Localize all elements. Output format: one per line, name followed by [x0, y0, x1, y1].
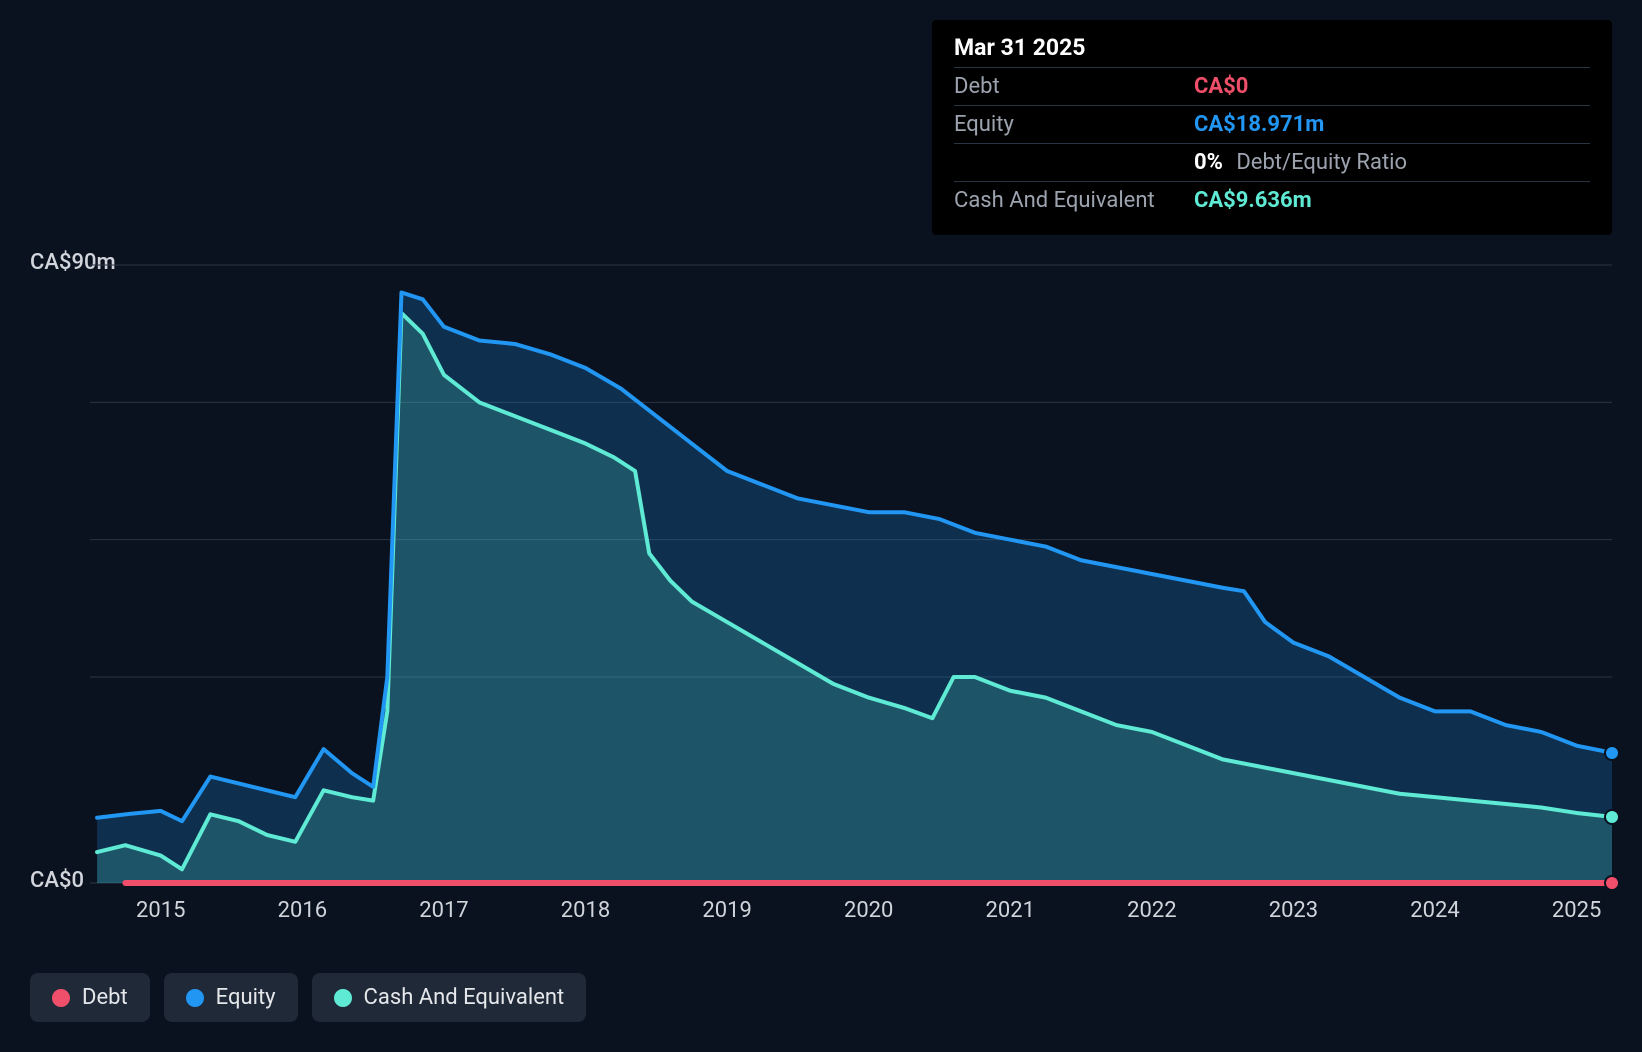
series-end-marker-debt [1604, 875, 1620, 891]
legend-label: Equity [216, 985, 276, 1010]
chart-container: CA$90m CA$0 2015201620172018201920202021… [0, 0, 1642, 1052]
x-axis-tick: 2020 [844, 898, 893, 923]
tooltip-row: Cash And EquivalentCA$9.636m [954, 181, 1590, 219]
data-tooltip: Mar 31 2025 DebtCA$0EquityCA$18.971m0% D… [932, 20, 1612, 235]
x-axis-tick: 2015 [136, 898, 185, 923]
tooltip-row: DebtCA$0 [954, 67, 1590, 105]
tooltip-row-value: 0% Debt/Equity Ratio [1194, 150, 1407, 175]
tooltip-row: EquityCA$18.971m [954, 105, 1590, 143]
series-end-marker-equity [1604, 745, 1620, 761]
x-axis-tick: 2019 [702, 898, 751, 923]
y-axis-label-min: CA$0 [30, 868, 84, 893]
x-axis-tick: 2023 [1269, 898, 1318, 923]
tooltip-row-label: Debt [954, 74, 1194, 99]
legend-label: Debt [82, 985, 128, 1010]
legend-swatch [186, 989, 204, 1007]
tooltip-date: Mar 31 2025 [954, 34, 1590, 67]
tooltip-row-value: CA$9.636m [1194, 188, 1312, 213]
x-axis-tick: 2022 [1127, 898, 1176, 923]
chart-svg [90, 265, 1612, 883]
legend-item-equity[interactable]: Equity [164, 973, 298, 1022]
x-axis-tick: 2024 [1410, 898, 1459, 923]
x-axis: 2015 2016 2017 2018 2019 2020 2021 2022 2023 2024… [90, 898, 1612, 928]
tooltip-row-label [954, 150, 1194, 175]
x-axis-tick: 2021 [986, 898, 1035, 923]
legend-swatch [52, 989, 70, 1007]
series-end-marker-cash [1604, 809, 1620, 825]
tooltip-row: 0% Debt/Equity Ratio [954, 143, 1590, 181]
chart-legend: Debt Equity Cash And Equivalent [30, 973, 586, 1022]
legend-item-debt[interactable]: Debt [30, 973, 150, 1022]
legend-swatch [334, 989, 352, 1007]
legend-label: Cash And Equivalent [364, 985, 565, 1010]
tooltip-row-label: Equity [954, 112, 1194, 137]
x-axis-tick: 2025 [1552, 898, 1601, 923]
legend-item-cash[interactable]: Cash And Equivalent [312, 973, 587, 1022]
tooltip-rows: DebtCA$0EquityCA$18.971m0% Debt/Equity R… [954, 67, 1590, 219]
x-axis-tick: 2017 [419, 898, 468, 923]
tooltip-row-value: CA$18.971m [1194, 112, 1324, 137]
x-axis-tick: 2016 [278, 898, 327, 923]
tooltip-row-label: Cash And Equivalent [954, 188, 1194, 213]
tooltip-row-value: CA$0 [1194, 74, 1248, 99]
x-axis-tick: 2018 [561, 898, 610, 923]
plot-area[interactable] [90, 265, 1612, 883]
